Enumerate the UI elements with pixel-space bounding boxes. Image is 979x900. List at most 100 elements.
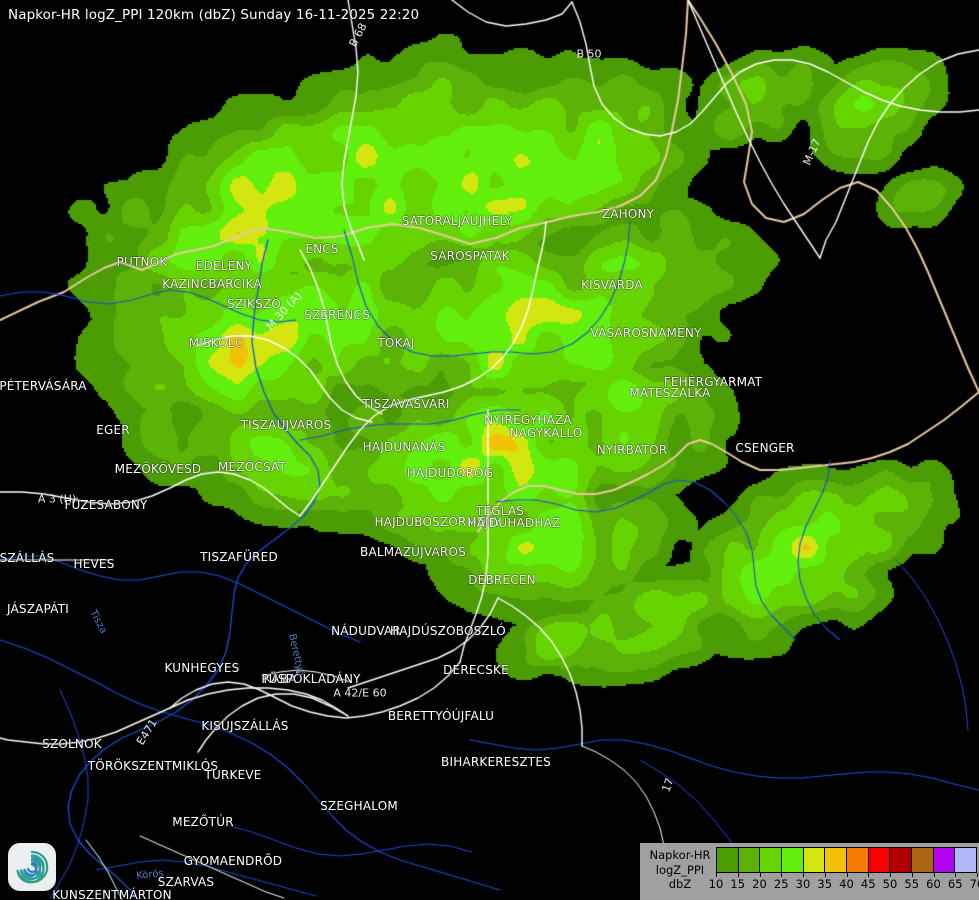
city-label-turkeve: TÚRKEVE — [204, 768, 262, 782]
legend-tick-mark — [955, 873, 957, 877]
legend-tick-15: 15 — [730, 877, 746, 891]
legend-bin-50-55 — [890, 848, 913, 872]
city-label-derecske: DERECSKE — [443, 663, 509, 677]
city-label-kaba: KABA — [263, 672, 297, 686]
legend-tick-mark — [759, 873, 761, 877]
city-label-vasarosnameny: VÁSÁROSNAMÉNY — [590, 326, 702, 340]
legend-caption-line1: Napkor-HR — [649, 848, 711, 862]
city-label-biharkeresztes: BIHARKERESZTES — [441, 755, 551, 769]
road-label-b50: B 50 — [576, 47, 602, 61]
legend-tick-mark — [824, 873, 826, 877]
legend-tick-40: 40 — [839, 877, 854, 891]
legend-bin-10-15 — [717, 848, 739, 872]
city-label-szeghalom: SZEGHALOM — [320, 799, 398, 813]
legend-bin-20-25 — [760, 848, 783, 872]
legend-tick-65: 65 — [947, 877, 963, 891]
city-label-putnok: PUTNOK — [116, 255, 168, 269]
city-label-fehergyarmat: FEHÉRGYARMAT — [663, 375, 763, 389]
legend-tick-45: 45 — [860, 877, 876, 891]
colorbar-legend: Napkor-HR logZ_PPI dbZ 10 15 20 25 30 35 40 45 5… — [640, 843, 979, 900]
legend-bin-35-40 — [825, 848, 848, 872]
legend-tick-mark — [890, 873, 891, 877]
legend-bin-30-35 — [803, 848, 826, 872]
legend-tick-mark — [716, 873, 717, 877]
legend-caption-line3: dbZ — [668, 877, 692, 891]
page-title: Napkor-HR logZ_PPI 120km (dbZ) Sunday 16… — [8, 7, 420, 23]
city-label-kazincbarcika: KAZINCBARCIKA — [162, 277, 262, 291]
legend-caption: Napkor-HR logZ_PPI dbZ — [644, 847, 716, 892]
city-label-hajdudorog: HAJDÚDOROG — [406, 466, 494, 480]
legend-tick-55: 55 — [904, 877, 920, 891]
legend-bin-15-20 — [738, 848, 761, 872]
city-label-hajdunanas: HAJDÚNÁNÁS — [362, 440, 446, 454]
legend-tick-50: 50 — [882, 877, 898, 891]
city-label-satoraljaujhely: SÁTORALJAÚJHELY — [401, 214, 513, 228]
city-label-kisujszallas: KISÚJSZÁLLÁS — [201, 719, 289, 733]
city-label-karcagszallas: KSZÁLLÁS — [0, 551, 55, 565]
legend-tick-mark — [803, 873, 804, 877]
city-label-mezokovesd: MEZŐKÖVESD — [114, 462, 202, 476]
city-label-kunszentmarton: KUNSZENTMÁRTON — [52, 888, 172, 900]
legend-bin-60-65 — [933, 848, 956, 872]
city-label-tiszafured: TISZAFÜRED — [200, 550, 278, 564]
city-label-mezocsat: MEZŐCSÁT — [217, 460, 287, 474]
city-label-gyomaendrod: GYOMAENDRŐD — [183, 854, 283, 868]
legend-bin-25-30 — [782, 848, 804, 872]
city-label-heves: HEVES — [73, 557, 115, 571]
city-label-eger: EGER — [96, 423, 130, 437]
city-label-balmazujvaros: BALMAZÚJVÁROS — [360, 545, 466, 559]
city-label-szarvas: SZARVAS — [157, 875, 215, 889]
road-label-a3h: A 3 (H) — [37, 492, 77, 506]
city-label-mateszalka: MÁTÉSZALKA — [629, 386, 711, 400]
city-label-nagykallo: NAGYKÁLLÓ — [509, 426, 583, 440]
legend-bin-55-60 — [912, 848, 934, 872]
city-label-hajduszoboszlo: HAJDÚSZOBOSZLÓ — [390, 624, 506, 638]
city-label-hajduhadhaz: HAJDÚHADHÁZ — [467, 516, 561, 530]
legend-tick-mark — [911, 873, 913, 877]
city-label-edeleny: EDELÉNY — [195, 259, 253, 273]
city-label-tokaj: TOKAJ — [377, 336, 415, 350]
city-label-szolnok: SZOLNOK — [42, 737, 102, 751]
city-label-puspokladany: PÜSPÖKLADÁNY — [261, 672, 361, 686]
city-label-tiszavasvari: TISZAVASVÁRI — [362, 397, 450, 411]
legend-tick-70: 70 — [969, 877, 979, 891]
city-label-berettyoujfalu: BERETTYÓÚJFALU — [387, 709, 495, 723]
city-label-debrecen: DEBRECEN — [468, 573, 536, 587]
city-label-sarospatak: SÁROSPATAK — [430, 249, 510, 263]
legend-tick-mark — [846, 873, 848, 877]
spiral-swirl-logo — [8, 843, 56, 891]
city-label-jaszapati: JÁSZAPÁTI — [7, 602, 69, 616]
city-label-encs: ENCS — [305, 242, 339, 256]
city-label-mezotur: MEZŐTÚR — [172, 815, 234, 829]
road-label-a42e60: A 42/E 60 — [333, 686, 387, 700]
legend-tick-30: 30 — [795, 877, 811, 891]
city-label-kisvarda: KISVÁRDA — [581, 278, 643, 292]
city-label-fuzesabony: FÜZESABONY — [64, 498, 148, 512]
city-label-szikszo: SZIKSZÓ — [227, 297, 281, 311]
city-label-petervasara: PÉTERVÁSÁRA — [0, 379, 87, 393]
legend-color-bars — [716, 847, 977, 873]
legend-scale: 10 15 20 25 30 35 40 45 50 55 60 65 70 — [709, 847, 979, 895]
city-label-szerencs: SZERENCS — [304, 308, 370, 322]
legend-tick-mark — [737, 873, 739, 877]
legend-tick-mark — [781, 873, 783, 877]
legend-caption-line2: logZ_PPI — [655, 862, 705, 877]
legend-tick-20: 20 — [752, 877, 767, 891]
legend-tick-mark — [977, 873, 978, 877]
city-label-nyirbator: NYÍRBÁTOR — [596, 443, 668, 457]
legend-tick-mark — [933, 873, 935, 877]
legend-tick-35: 35 — [817, 877, 833, 891]
legend-bin-65-70 — [955, 848, 977, 872]
city-label-hajduboszormeny: HAJDÚBÖSZÖRMÉNY — [374, 515, 502, 529]
city-label-tiszaujvaros: TISZAÚJVÁROS — [240, 418, 332, 432]
city-label-nadudvar: NÁDUDVAR — [331, 624, 401, 638]
city-label-nyiregyhaza: NYÍREGYHÁZA — [484, 413, 572, 427]
legend-tick-25: 25 — [773, 877, 789, 891]
city-label-kunhegyes: KUNHEGYES — [164, 661, 240, 675]
legend-bin-45-50 — [868, 848, 891, 872]
city-label-miskolc: MISKOLC — [188, 336, 244, 350]
legend-tick-10: 10 — [708, 877, 724, 891]
city-label-teglas: TÉGLÁS — [475, 504, 525, 518]
legend-tick-mark — [868, 873, 870, 877]
